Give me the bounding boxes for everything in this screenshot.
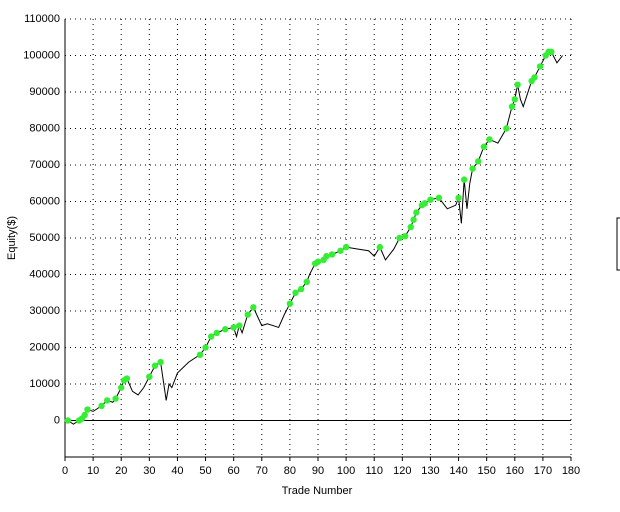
x-tick-label: 70 (256, 465, 268, 477)
new-high-marker (250, 304, 257, 311)
new-high-marker (342, 243, 350, 251)
new-high-marker (222, 326, 229, 333)
new-high-marker (303, 278, 310, 285)
new-high-marker (427, 196, 434, 203)
new-high-marker (157, 358, 164, 366)
x-tick-label: 80 (284, 465, 296, 477)
new-high-marker (292, 289, 299, 296)
new-high-marker (64, 417, 72, 424)
y-tick-label: 0 (54, 414, 60, 426)
x-tick-label: 100 (337, 465, 355, 477)
new-high-marker (407, 223, 414, 231)
new-high-marker (236, 322, 243, 329)
new-high-marker (213, 329, 220, 337)
x-tick-label: 130 (421, 465, 439, 477)
new-high-marker (486, 136, 493, 143)
new-high-marker (323, 253, 330, 260)
y-tick-label: 60000 (29, 195, 60, 207)
new-high-marker (202, 344, 209, 351)
x-tick-label: 120 (393, 465, 411, 477)
x-tick-label: 180 (562, 465, 580, 477)
new-high-marker (112, 395, 119, 402)
y-tick-label: 50000 (29, 232, 60, 244)
x-tick-label: 160 (506, 465, 524, 477)
new-high-marker (81, 411, 88, 419)
y-tick-label: 70000 (29, 159, 60, 171)
y-tick-label: 40000 (29, 268, 60, 280)
new-high-marker (503, 125, 510, 132)
x-tick-label: 30 (143, 465, 155, 477)
new-high-marker (297, 285, 305, 293)
new-high-marker (123, 375, 131, 382)
new-high-marker (455, 194, 462, 202)
new-high-marker (531, 74, 538, 81)
new-high-marker (410, 216, 417, 223)
new-high-marker (480, 143, 488, 150)
new-high-marker (376, 243, 384, 251)
new-high-marker (98, 402, 105, 410)
new-high-marker (475, 158, 482, 165)
new-high-marker (230, 324, 237, 331)
new-high-marker (84, 406, 91, 413)
y-tick-label: 80000 (29, 122, 60, 134)
x-tick-label: 40 (171, 465, 183, 477)
x-tick-label: 0 (62, 465, 68, 477)
x-tick-label: 110 (365, 465, 383, 477)
legend-box (616, 217, 620, 271)
new-high-marker (514, 81, 521, 88)
x-tick-label: 60 (228, 465, 240, 477)
x-tick-label: 50 (199, 465, 211, 477)
y-tick-label: 10000 (29, 378, 60, 390)
y-axis-label: Equity($) (6, 216, 18, 260)
new-high-marker (337, 247, 344, 254)
x-tick-label: 140 (449, 465, 467, 477)
new-high-marker (207, 333, 215, 340)
x-tick-label: 20 (115, 465, 127, 477)
new-high-marker (421, 200, 429, 207)
y-tick-label: 110000 (24, 13, 60, 25)
x-tick-label: 170 (534, 465, 552, 477)
new-high-marker (328, 251, 336, 258)
new-high-marker (460, 176, 468, 183)
new-high-marker (151, 362, 159, 369)
new-high-marker (286, 300, 294, 307)
new-high-marker (435, 194, 443, 202)
new-high-marker (196, 351, 204, 358)
new-high-marker (508, 103, 516, 110)
new-high-marker (314, 258, 322, 265)
equity-line (65, 51, 563, 425)
y-tick-label: 90000 (29, 86, 60, 98)
y-tick-label: 20000 (29, 341, 60, 353)
new-high-marker (146, 373, 153, 380)
new-high-marker (244, 311, 251, 318)
x-tick-label: 10 (87, 465, 99, 477)
x-axis-label: Trade Number (282, 485, 353, 497)
new-high-marker (118, 384, 125, 391)
new-high-marker (548, 48, 555, 56)
y-tick-label: 100000 (23, 49, 60, 61)
x-tick-label: 150 (477, 465, 495, 477)
new-high-marker (469, 165, 476, 172)
new-high-marker (396, 234, 403, 242)
new-high-marker (536, 63, 544, 70)
new-high-marker (413, 209, 420, 216)
new-high-marker (401, 232, 409, 240)
new-high-marker (103, 397, 111, 404)
y-tick-label: 30000 (29, 305, 60, 317)
new-high-marker (511, 96, 518, 103)
x-tick-label: 90 (312, 465, 324, 477)
